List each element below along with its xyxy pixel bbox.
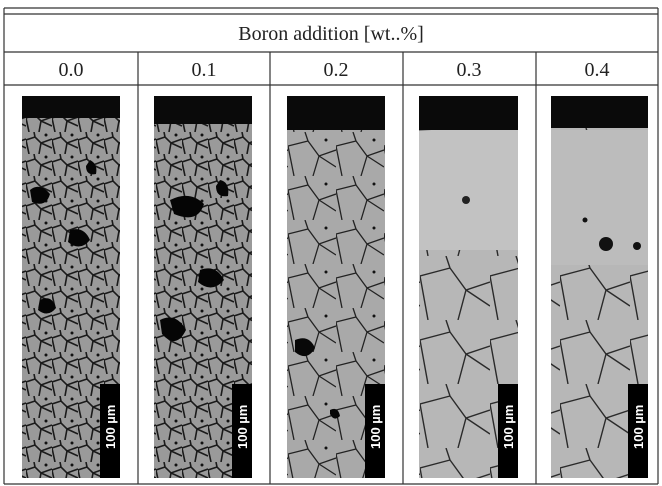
column-label: 0.0	[59, 59, 84, 81]
micrograph: 100 µm	[551, 96, 648, 478]
column-label: 0.2	[324, 59, 349, 81]
scale-bar-label: 100 µm	[631, 405, 646, 449]
scale-bar-label: 100 µm	[235, 405, 250, 449]
column-label: 0.3	[457, 59, 482, 81]
scale-bar-label: 100 µm	[368, 405, 383, 449]
micrograph: 100 µm	[22, 96, 120, 478]
figure-table: Boron addition [wt..%] 0.0 0.1 0.2 0.3 0…	[0, 0, 662, 486]
micrograph: 100 µm	[419, 96, 518, 478]
scale-bar-label: 100 µm	[103, 405, 118, 449]
micrograph: 100 µm	[154, 96, 252, 478]
header: Boron addition [wt..%]	[238, 23, 424, 45]
column-label: 0.1	[192, 59, 217, 81]
column-label: 0.4	[585, 59, 610, 81]
scale-bar-label: 100 µm	[501, 405, 516, 449]
micrograph: 100 µm	[287, 96, 385, 478]
